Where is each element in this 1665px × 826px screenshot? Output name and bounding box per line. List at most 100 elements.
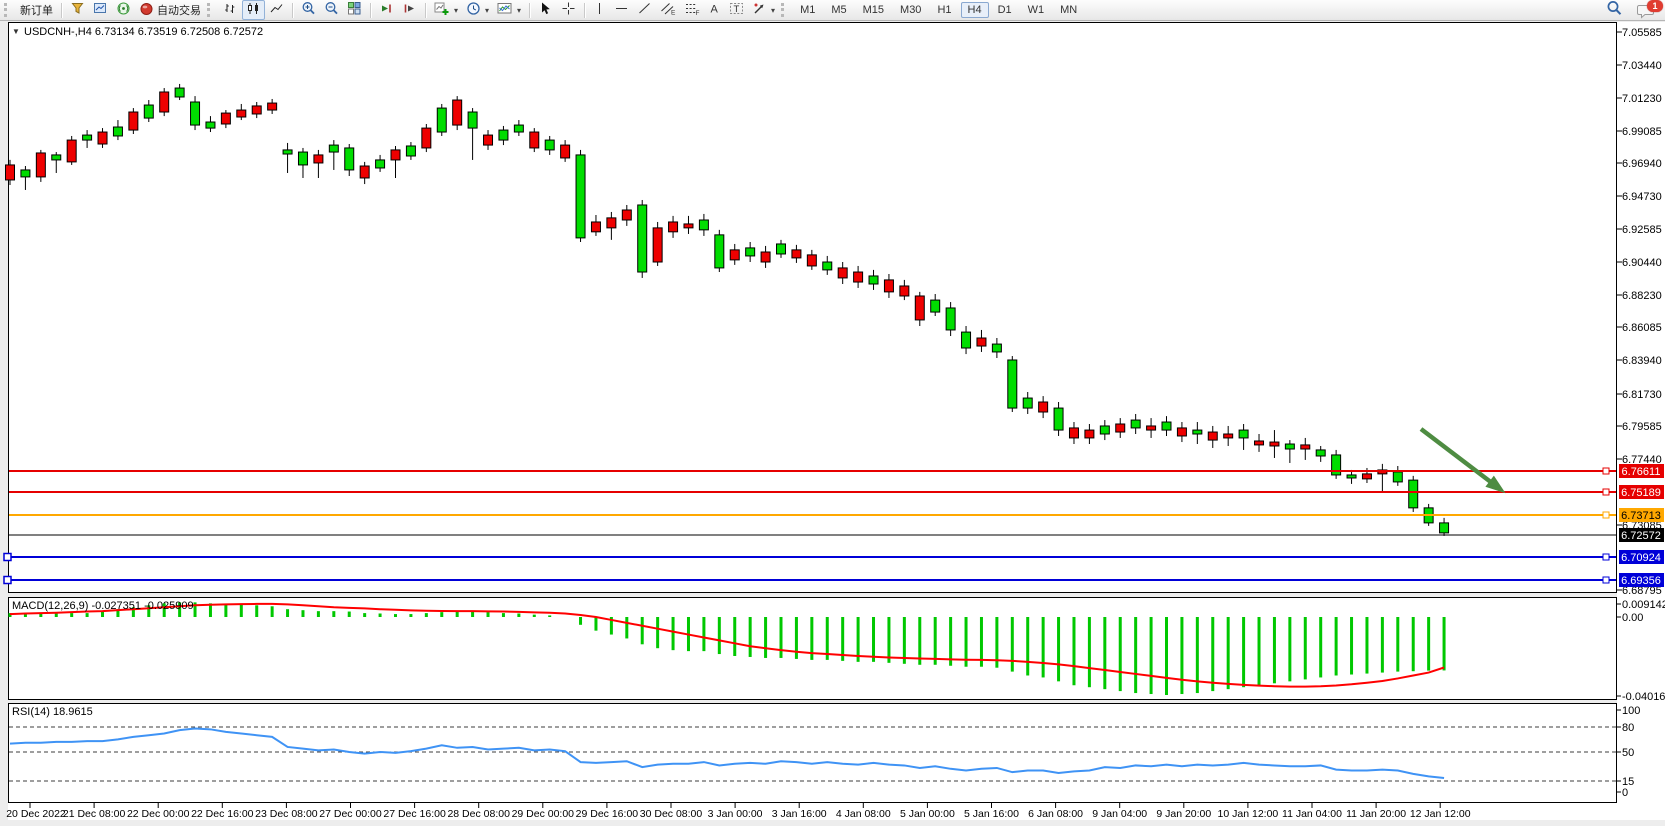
text-label-tool[interactable]: T [725, 0, 748, 20]
candlestick [359, 165, 370, 179]
autotrading-button[interactable]: 自动交易 [135, 0, 205, 20]
time-axis-label: 20 Dec 2022 [6, 808, 66, 820]
market-watch-button[interactable] [89, 0, 112, 20]
timeframe-h1[interactable]: H1 [937, 4, 952, 16]
price-pane [8, 22, 1617, 593]
funnel-icon [70, 1, 85, 19]
timeframe-m30[interactable]: M30 [900, 4, 922, 16]
candlestick [806, 254, 817, 267]
rsi-axis-label: 100 [1622, 705, 1640, 717]
toolbar-grip[interactable] [781, 3, 789, 17]
price-axis-label: 6.94730 [1622, 191, 1662, 203]
candlestick [1192, 429, 1203, 435]
timeframe-w1[interactable]: W1 [1027, 4, 1045, 16]
trendline-tool[interactable] [633, 0, 656, 20]
candlestick [190, 101, 201, 126]
indicators-add-button[interactable]: ▾ [430, 0, 462, 20]
timeframe-mn[interactable]: MN [1060, 4, 1078, 16]
candlestick [529, 131, 540, 149]
rsi-pane [8, 703, 1617, 803]
macd-bar [517, 613, 521, 617]
price-line-label: 6.69356 [1621, 575, 1661, 587]
timeframe-m15[interactable]: M15 [862, 4, 885, 16]
macd-bar [1242, 617, 1246, 688]
line-handle[interactable] [3, 575, 12, 585]
search-icon[interactable] [1606, 0, 1623, 22]
candlestick [1361, 473, 1372, 480]
fibonacci-tool[interactable]: F [680, 0, 704, 20]
candlestick [1207, 431, 1218, 441]
vertical-line-tool[interactable] [589, 0, 610, 20]
price-axis-label: 6.79585 [1622, 421, 1662, 433]
line-handle[interactable] [1602, 488, 1610, 496]
zoom-in-button[interactable] [297, 0, 320, 20]
macd-bar [1134, 617, 1138, 694]
crosshair-button[interactable] [557, 0, 580, 20]
timeframe-m1[interactable]: M1 [800, 4, 816, 16]
trendline-icon [637, 1, 652, 19]
bar-chart-button[interactable] [219, 0, 242, 20]
time-axis-label: 5 Jan 00:00 [900, 808, 955, 820]
notification-badge: 1 [1647, 0, 1663, 12]
line-handle[interactable] [1602, 467, 1610, 475]
time-axis-label: 22 Dec 16:00 [191, 808, 254, 820]
horizontal-line-tool[interactable] [610, 0, 633, 20]
macd-bar [486, 612, 490, 617]
auto-scroll-icon [379, 1, 394, 19]
line-handle[interactable] [1602, 576, 1610, 584]
candlestick [1099, 425, 1110, 435]
trend-arrow[interactable] [1419, 427, 1498, 488]
line-chart-button[interactable] [265, 0, 288, 20]
cursor-button[interactable] [534, 0, 557, 20]
time-axis-label: 4 Jan 08:00 [836, 808, 891, 820]
zoom-out-button[interactable] [320, 0, 343, 20]
rsi-axis-label: 80 [1622, 722, 1634, 734]
line-handle[interactable] [3, 552, 12, 562]
macd-bar [933, 617, 937, 665]
macd-bar [1319, 617, 1323, 678]
candlestick [637, 204, 648, 273]
candlestick [1269, 441, 1280, 447]
line-handle[interactable] [1602, 511, 1610, 519]
toolbar-grip[interactable] [4, 3, 12, 17]
trend-arrow-head[interactable] [1485, 475, 1506, 494]
templates-button[interactable]: ▾ [493, 0, 525, 20]
macd-bar [671, 617, 675, 651]
candlestick [930, 299, 941, 313]
periods-button[interactable]: ▾ [462, 0, 493, 20]
tile-windows-button[interactable] [343, 0, 366, 20]
price-axis-label: 6.99085 [1622, 126, 1662, 138]
symbol-collapse-icon[interactable]: ▼ [12, 27, 20, 36]
macd-bar [316, 611, 320, 617]
clock-icon [466, 1, 481, 19]
macd-bar [440, 612, 444, 617]
macd-bar [733, 617, 737, 656]
price-axis-label: 6.96940 [1622, 158, 1662, 170]
timeframe-h4[interactable]: H4 [960, 2, 989, 18]
equidistant-channel-tool[interactable]: E [656, 0, 680, 20]
timeframe-d1[interactable]: D1 [997, 4, 1012, 16]
macd-bar [717, 617, 721, 655]
toolbar-grip[interactable] [207, 3, 215, 17]
macd-bar [455, 611, 459, 617]
macd-bar [208, 603, 212, 617]
macd-bar [748, 617, 752, 657]
macd-bar [918, 617, 922, 665]
auto-scroll-button[interactable] [375, 0, 398, 20]
quotes-button[interactable] [66, 0, 89, 20]
timeframe-m5[interactable]: M5 [831, 4, 847, 16]
macd-bar [193, 602, 197, 617]
candlestick-chart-button[interactable] [242, 0, 265, 20]
notifications-button[interactable]: 1 [1637, 0, 1663, 19]
signals-button[interactable] [112, 0, 135, 20]
chart-shift-button[interactable] [398, 0, 421, 20]
macd-bar [54, 613, 58, 617]
arrows-tool[interactable]: ▾ [748, 0, 779, 20]
new-order-button[interactable]: 新订单 [16, 0, 57, 20]
candlestick [1130, 419, 1141, 429]
macd-bar [1411, 617, 1415, 672]
text-tool[interactable]: A [704, 0, 725, 20]
macd-bar [101, 611, 105, 617]
line-handle[interactable] [1602, 553, 1610, 561]
macd-bar [1087, 617, 1091, 688]
